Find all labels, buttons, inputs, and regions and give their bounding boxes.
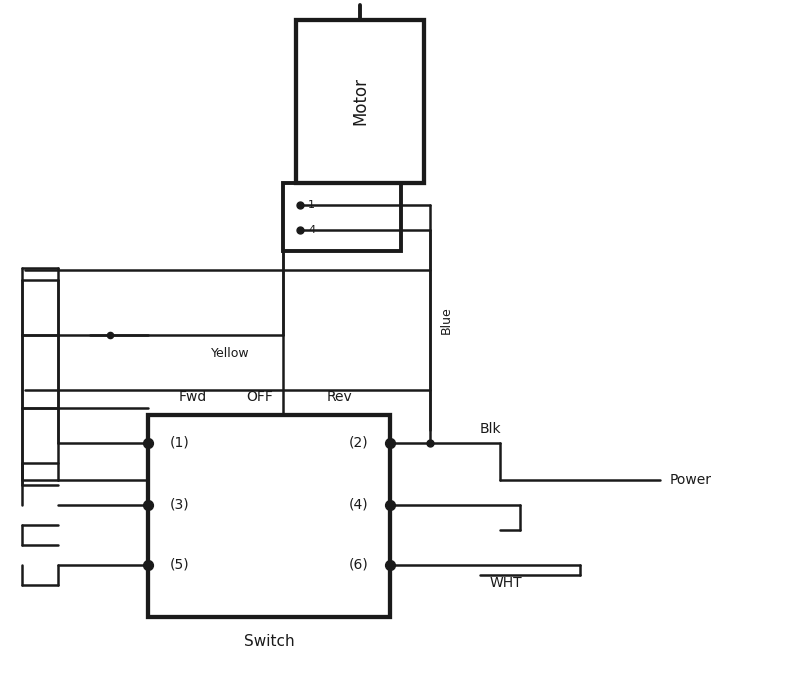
- Point: [104, 330, 117, 341]
- Text: (4): (4): [348, 498, 368, 512]
- Text: 1: 1: [308, 200, 315, 210]
- Text: Fwd: Fwd: [179, 390, 207, 404]
- Text: (2): (2): [348, 436, 368, 450]
- Point: [142, 500, 154, 511]
- Point: [142, 559, 154, 570]
- Text: OFF: OFF: [246, 390, 274, 404]
- Text: 4: 4: [308, 225, 315, 235]
- Bar: [283, 183, 401, 251]
- Bar: [296, 20, 424, 183]
- Point: [142, 437, 154, 448]
- Text: Blk: Blk: [480, 422, 502, 436]
- Text: Power: Power: [670, 473, 712, 487]
- Point: [384, 437, 397, 448]
- Point: [384, 559, 397, 570]
- Text: Switch: Switch: [244, 634, 294, 650]
- Text: (3): (3): [170, 498, 190, 512]
- Text: WHT: WHT: [490, 576, 522, 590]
- Text: (1): (1): [170, 436, 190, 450]
- Point: [294, 224, 306, 235]
- Text: (5): (5): [170, 558, 190, 572]
- Text: (6): (6): [348, 558, 368, 572]
- Point: [384, 500, 397, 511]
- Text: Yellow: Yellow: [210, 346, 250, 359]
- Text: Rev: Rev: [327, 390, 353, 404]
- Text: Motor: Motor: [351, 77, 369, 125]
- Point: [424, 437, 437, 448]
- Text: Blue: Blue: [440, 306, 453, 334]
- Bar: [148, 415, 390, 617]
- Point: [294, 199, 306, 210]
